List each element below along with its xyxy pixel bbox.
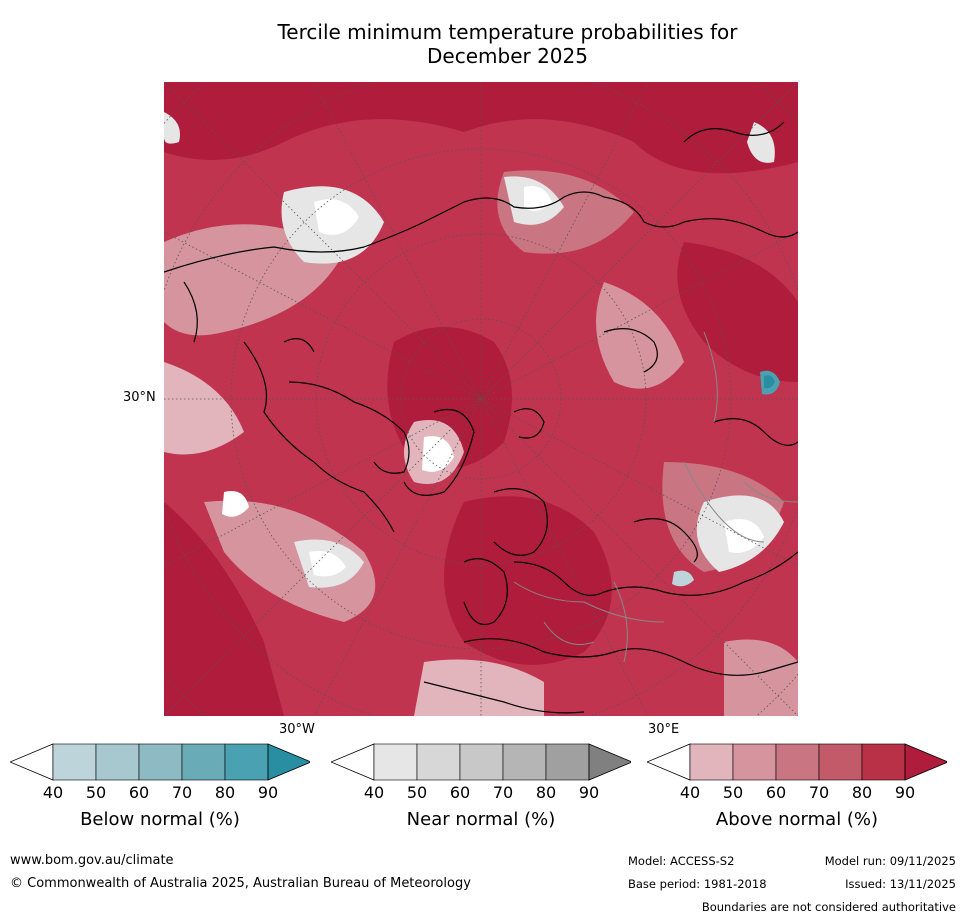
colorbar-near-label: Near normal (%) [406,809,556,830]
colorbar-swatch [181,743,226,781]
colorbar-below-normal-swatches [10,743,310,781]
colorbar-below-tick: 90 [257,783,279,802]
colorbar-near-normal-swatches [331,743,631,781]
colorbar-above-tick: 70 [808,783,830,802]
colorbar-below-tick: 60 [128,783,150,802]
colorbar-near-tick: 70 [492,783,514,802]
colorbar-swatch [224,743,269,781]
longitude-label-30e: 30°E [648,722,680,737]
colorbar-above-tick: 40 [679,783,701,802]
map-canvas [164,82,798,716]
colorbar-swatch [373,743,418,781]
colorbar-swatch [52,743,97,781]
title-line-2: December 2025 [427,44,588,68]
model-run-date: Model run: 09/11/2025 [824,854,956,868]
issued-date: Issued: 13/11/2025 [845,877,956,891]
colorbar-extend-low [647,743,691,781]
longitude-label-30w: 30°W [279,722,315,737]
colorbar-swatch [416,743,461,781]
latitude-label-30n: 30°N [123,390,156,405]
colorbar-swatch [95,743,140,781]
colorbar-extend-high [904,743,947,781]
colorbar-above-normal: 40 50 60 70 80 90 Above normal (%) [647,743,947,863]
colorbar-near-tick: 40 [363,783,385,802]
colorbar-swatch [138,743,183,781]
base-period: Base period: 1981-2018 [628,877,767,891]
colorbar-swatch [545,743,590,781]
colorbar-extend-low [331,743,375,781]
colorbar-near-tick: 90 [578,783,600,802]
colorbar-near-tick: 80 [535,783,557,802]
colorbar-extend-high [267,743,310,781]
probability-map [164,82,798,716]
copyright-text: © Commonwealth of Australia 2025, Austra… [10,876,471,891]
colorbar-near-tick: 50 [406,783,428,802]
title-line-1: Tercile minimum temperature probabilitie… [277,20,738,44]
colorbar-swatch [818,743,863,781]
colorbar-swatch [689,743,734,781]
colorbar-swatch [861,743,906,781]
colorbar-swatch [775,743,820,781]
colorbar-near-tick: 60 [449,783,471,802]
colorbar-below-tick: 70 [171,783,193,802]
map-title: Tercile minimum temperature probabilitie… [0,20,965,68]
model-name: Model: ACCESS-S2 [628,854,735,868]
colorbar-swatch [459,743,504,781]
colorbar-below-tick: 40 [42,783,64,802]
colorbar-near-normal: 40 50 60 70 80 90 Near normal (%) [331,743,631,863]
colorbar-above-normal-swatches [647,743,947,781]
colorbar-below-label: Below normal (%) [80,809,240,830]
colorbar-above-tick: 80 [851,783,873,802]
colorbar-above-label: Above normal (%) [715,809,879,830]
colorbar-swatch [732,743,777,781]
colorbar-extend-high [588,743,631,781]
colorbar-below-tick: 80 [214,783,236,802]
colorbar-above-tick: 60 [765,783,787,802]
colorbar-below-tick: 50 [85,783,107,802]
colorbar-below-normal: 40 50 60 70 80 90 Below normal (%) [10,743,310,863]
boundaries-disclaimer: Boundaries are not considered authoritat… [701,900,956,914]
colorbar-swatch [502,743,547,781]
website-link[interactable]: www.bom.gov.au/climate [10,853,174,868]
colorbar-above-tick: 50 [722,783,744,802]
colorbar-above-tick: 90 [894,783,916,802]
colorbar-extend-low [10,743,54,781]
